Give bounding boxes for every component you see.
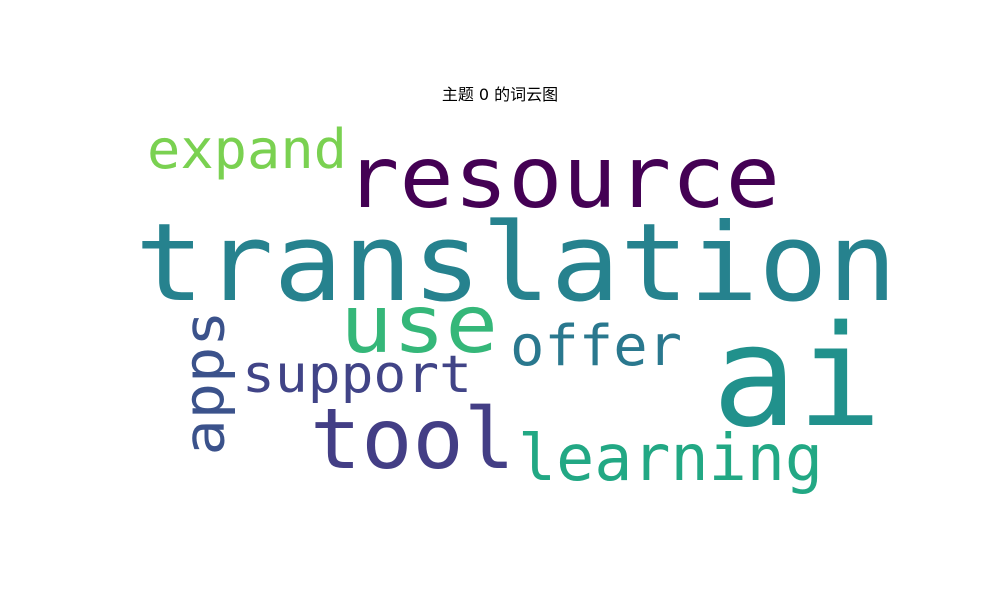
word-offer: offer	[510, 314, 682, 379]
word-tool: tool	[310, 390, 515, 488]
chart-title: 主题 0 的词云图	[441, 85, 559, 104]
word-resource: resource	[345, 128, 780, 228]
word-learning: learning	[518, 422, 823, 496]
word-translation: translation	[135, 201, 897, 326]
word-use: use	[340, 278, 498, 371]
word-ai: ai	[712, 296, 882, 459]
word-support: support	[242, 345, 472, 405]
word-apps: apps	[173, 311, 238, 456]
word-expand: expand	[147, 118, 347, 181]
